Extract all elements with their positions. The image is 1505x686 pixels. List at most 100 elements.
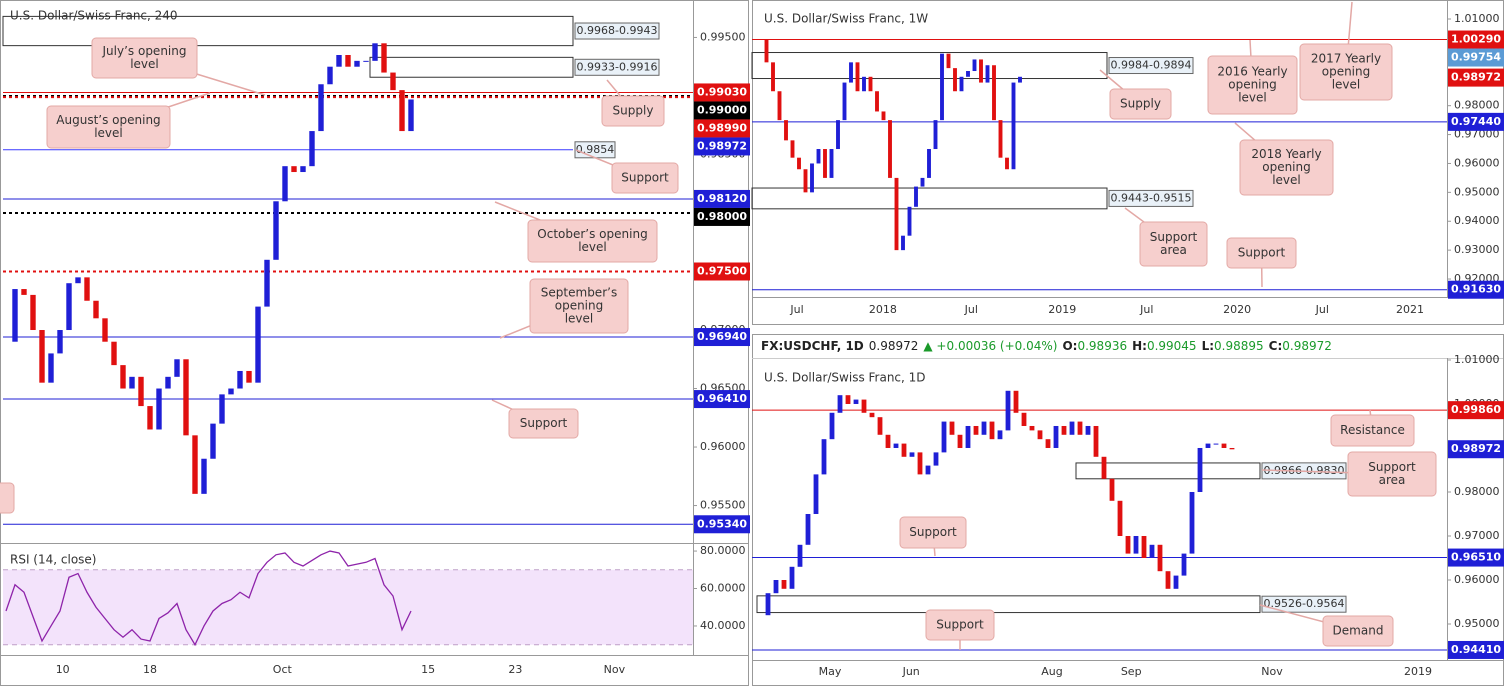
candle-body bbox=[1221, 443, 1227, 448]
candle-body bbox=[773, 580, 779, 594]
candle-body bbox=[165, 376, 171, 389]
candle-body bbox=[862, 76, 866, 92]
candle-body bbox=[1077, 421, 1083, 435]
zone-label-box bbox=[574, 58, 660, 76]
candle-body bbox=[372, 43, 378, 61]
price-tag bbox=[694, 515, 750, 534]
candle-body bbox=[1093, 425, 1099, 457]
candle-body bbox=[1069, 421, 1075, 435]
y-tick-label: 1.01000 bbox=[1454, 12, 1500, 25]
quote-part: 0.98936 bbox=[1077, 339, 1127, 353]
x-tick-label: 10 bbox=[56, 663, 70, 676]
candle-body bbox=[120, 365, 126, 389]
price-tag-label: 0.98990 bbox=[697, 121, 747, 134]
x-tick-label: Aug bbox=[1041, 665, 1062, 678]
x-tick-label: Oct bbox=[273, 663, 293, 676]
price-tag-label: 0.99860 bbox=[1451, 403, 1501, 416]
callout-text: level bbox=[130, 57, 159, 71]
price-tag bbox=[694, 83, 750, 102]
candle-body bbox=[901, 443, 907, 457]
price-tag-label: 0.99754 bbox=[1451, 51, 1501, 64]
candle-body bbox=[998, 120, 1003, 158]
callout-text: Support bbox=[520, 416, 568, 430]
price-tag bbox=[694, 262, 750, 281]
callout bbox=[899, 516, 967, 549]
candle-body bbox=[837, 395, 843, 413]
candle-body bbox=[246, 370, 252, 383]
callout bbox=[1322, 615, 1394, 647]
candle-body bbox=[255, 306, 261, 383]
price-tag bbox=[694, 390, 750, 409]
zone-label: 0.9443-0.9515 bbox=[1111, 191, 1192, 204]
callout-text: October’s opening bbox=[537, 227, 647, 241]
line-label: 0.9854 bbox=[576, 143, 615, 156]
callout bbox=[601, 95, 665, 127]
zone-label: 0.9984-0.9894 bbox=[1111, 59, 1192, 72]
candle-body bbox=[805, 513, 811, 545]
candle-body bbox=[894, 177, 899, 251]
candle-body bbox=[57, 330, 63, 354]
candle-body bbox=[893, 443, 899, 448]
candle-body bbox=[940, 53, 944, 121]
candle-body bbox=[823, 149, 827, 178]
quote-part: 0.98895 bbox=[1214, 339, 1264, 353]
price-tag-label: 0.97440 bbox=[1451, 115, 1501, 128]
callout-text: level bbox=[1332, 78, 1361, 92]
callout bbox=[1330, 414, 1415, 447]
candle-body bbox=[1037, 430, 1043, 440]
callout-text: opening bbox=[555, 299, 604, 313]
candle-body bbox=[901, 235, 905, 251]
callout-text: opening bbox=[1228, 78, 1277, 92]
candle-body bbox=[781, 580, 787, 589]
candle-body bbox=[1141, 535, 1147, 558]
price-tag-label: 0.98972 bbox=[1451, 442, 1501, 455]
price-tag-label: 0.98000 bbox=[697, 210, 747, 223]
price-tag-label: 0.96510 bbox=[1451, 551, 1501, 564]
candle-body bbox=[102, 318, 108, 342]
callout bbox=[1226, 237, 1297, 269]
price-tag-label: 0.98120 bbox=[697, 192, 747, 205]
y-tick-label: 60.0000 bbox=[700, 582, 746, 595]
candle-body bbox=[84, 277, 90, 301]
candle-body bbox=[1061, 425, 1067, 435]
x-tick-label: Jul bbox=[1139, 303, 1153, 316]
candle-body bbox=[399, 90, 405, 132]
candle-body bbox=[861, 399, 867, 413]
price-tag bbox=[694, 101, 750, 120]
x-tick-label: 23 bbox=[508, 663, 522, 676]
callout bbox=[1347, 451, 1437, 497]
candle-body bbox=[1125, 535, 1131, 554]
candle-body bbox=[765, 593, 771, 616]
y-tick-label: 40.0000 bbox=[700, 619, 746, 632]
candle-body bbox=[192, 435, 198, 494]
candle-body bbox=[914, 186, 918, 207]
price-tag bbox=[694, 119, 750, 138]
price-tag bbox=[1448, 640, 1504, 659]
candle-body bbox=[1197, 447, 1203, 492]
price-tag-label: 0.99030 bbox=[697, 85, 747, 98]
candle-body bbox=[39, 330, 45, 383]
candle-body bbox=[12, 289, 18, 342]
candle-body bbox=[210, 423, 216, 459]
rsi-line bbox=[5, 550, 412, 647]
callout-text: Supply bbox=[613, 104, 654, 118]
callout bbox=[527, 219, 658, 263]
candle-body bbox=[129, 376, 135, 389]
candle-body bbox=[771, 62, 775, 92]
callout bbox=[46, 105, 171, 149]
price-tag-label: 0.94410 bbox=[1451, 643, 1501, 656]
candle-body bbox=[300, 166, 306, 173]
price-tag bbox=[694, 137, 750, 156]
callout-text: 2017 Yearly bbox=[1311, 52, 1381, 66]
x-tick-label: Sep bbox=[1121, 665, 1142, 678]
zone bbox=[1075, 462, 1261, 480]
callout-text: Support bbox=[936, 618, 984, 632]
candle-body bbox=[927, 149, 931, 178]
candle-body bbox=[1133, 535, 1139, 554]
callout-text: level bbox=[565, 312, 594, 326]
candle-body bbox=[953, 68, 957, 92]
candle-body bbox=[48, 353, 54, 383]
x-tick-label: Jul bbox=[964, 303, 978, 316]
